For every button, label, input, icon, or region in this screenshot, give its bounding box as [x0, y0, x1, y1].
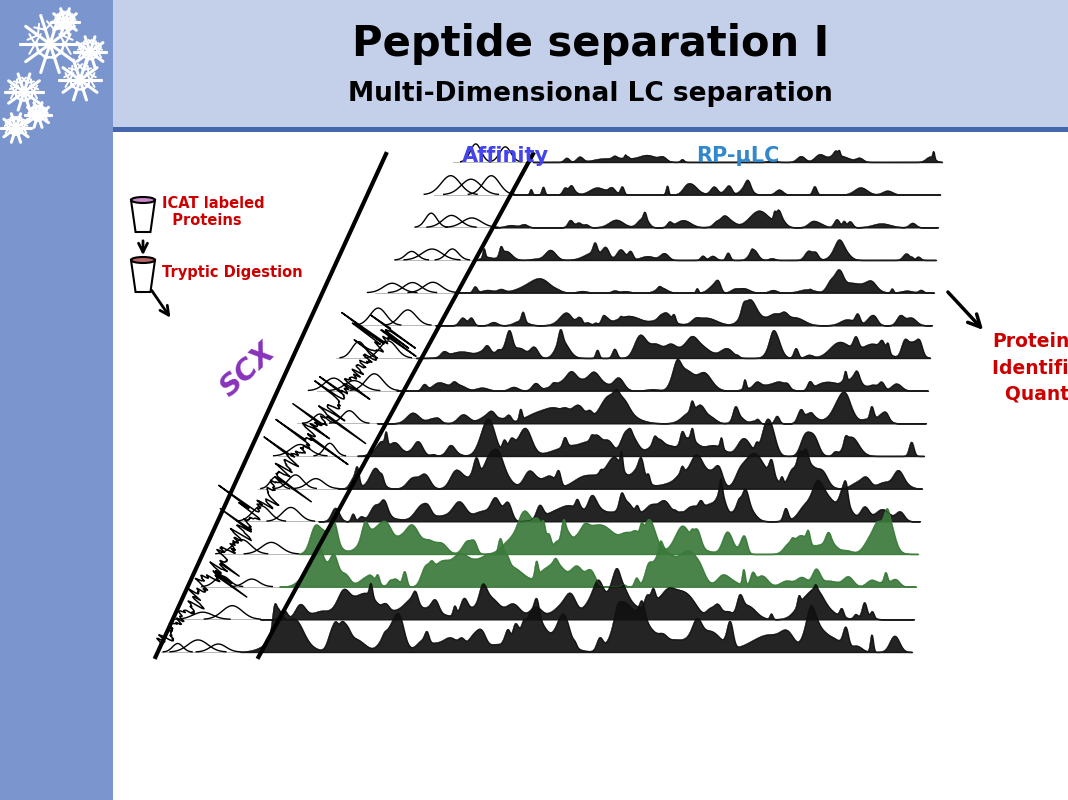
Text: Tryptic Digestion: Tryptic Digestion	[162, 265, 302, 279]
Bar	[113, 128, 1068, 800]
Ellipse shape	[131, 197, 155, 203]
Ellipse shape	[131, 257, 155, 263]
Polygon shape	[131, 260, 155, 292]
Text: SCX: SCX	[215, 338, 281, 402]
Text: Multi-Dimensional LC separation: Multi-Dimensional LC separation	[348, 81, 833, 107]
Text: Affinity: Affinity	[461, 146, 549, 166]
Bar	[0, 0, 113, 800]
Polygon shape	[131, 200, 155, 232]
Bar	[113, 127, 1068, 132]
Text: Peptide separation I: Peptide separation I	[351, 23, 829, 65]
Text: ICAT labeled
  Proteins: ICAT labeled Proteins	[162, 196, 265, 228]
Bar	[113, 0, 1068, 128]
Text: Protein
Identification &
  Quantitation: Protein Identification & Quantitation	[992, 332, 1068, 404]
Text: RP-μLC: RP-μLC	[696, 146, 780, 166]
